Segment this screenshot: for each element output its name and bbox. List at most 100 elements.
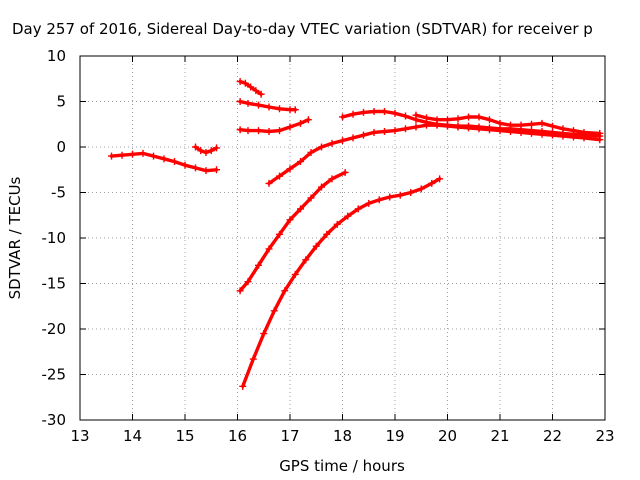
chart-title: Day 257 of 2016, Sidereal Day-to-day VTE… xyxy=(12,20,593,38)
data-point xyxy=(318,143,325,151)
x-tick-label: 18 xyxy=(333,427,352,445)
data-point xyxy=(297,119,304,127)
data-point xyxy=(236,77,244,85)
y-tick-label: 0 xyxy=(56,138,66,156)
data-point xyxy=(475,123,483,131)
data-point xyxy=(307,148,315,156)
data-point xyxy=(328,139,336,147)
data-point xyxy=(276,105,283,113)
data-point xyxy=(370,108,378,116)
data-point xyxy=(286,123,294,131)
data-point xyxy=(171,158,178,166)
series-line xyxy=(267,123,602,186)
y-tick-label: -25 xyxy=(42,366,67,384)
series-arc-2 xyxy=(192,143,220,156)
data-point xyxy=(304,116,312,124)
data-point xyxy=(339,137,346,145)
data-point xyxy=(252,87,260,95)
data-point xyxy=(257,90,265,98)
x-tick-label: 23 xyxy=(595,427,614,445)
data-point xyxy=(255,261,262,269)
data-point xyxy=(580,128,588,136)
data-point xyxy=(265,128,273,136)
data-point xyxy=(486,124,493,132)
data-point xyxy=(381,128,388,136)
data-point xyxy=(244,99,252,107)
data-point xyxy=(312,242,320,250)
data-point xyxy=(291,270,299,278)
data-point xyxy=(528,120,535,128)
data-point xyxy=(265,179,273,187)
x-tick-label: 20 xyxy=(438,427,457,445)
series-arc-4 xyxy=(236,98,299,114)
data-point xyxy=(444,116,451,124)
data-point xyxy=(596,129,604,137)
data-point xyxy=(375,196,383,204)
data-point xyxy=(108,152,115,160)
x-axis-label: GPS time / hours xyxy=(279,457,405,475)
data-point xyxy=(192,143,199,151)
x-tick-label: 21 xyxy=(490,427,509,445)
data-point xyxy=(286,216,294,224)
data-point xyxy=(538,128,546,136)
data-point xyxy=(318,183,325,191)
series-arc-1 xyxy=(108,149,220,175)
data-point xyxy=(360,108,367,116)
data-point xyxy=(260,330,268,338)
data-point xyxy=(213,144,220,152)
data-point xyxy=(255,101,262,109)
series-line xyxy=(238,118,311,134)
data-point xyxy=(297,205,304,213)
y-tick-label: -5 xyxy=(51,184,66,202)
data-point xyxy=(402,112,409,120)
data-point xyxy=(192,164,199,172)
data-point xyxy=(118,151,126,159)
data-point xyxy=(412,123,420,131)
series-arc-10 xyxy=(239,175,444,390)
data-point xyxy=(386,193,394,201)
data-point xyxy=(354,205,362,213)
data-point xyxy=(428,179,436,187)
data-point xyxy=(391,109,399,117)
data-point xyxy=(302,256,310,264)
data-point xyxy=(559,125,567,133)
series-arc-7 xyxy=(339,108,604,140)
data-point xyxy=(465,113,472,121)
data-point xyxy=(528,127,535,135)
data-point xyxy=(239,382,247,390)
data-point xyxy=(323,230,331,238)
data-point xyxy=(276,172,283,180)
tick-labels: 13 14 15 16 17 18 19 20 21 22 23 10 5 0 -5 -10 -15 -20 -25… xyxy=(42,47,615,445)
x-tick-label: 13 xyxy=(70,427,89,445)
x-tick-label: 22 xyxy=(543,427,562,445)
data-point xyxy=(402,125,409,133)
x-tick-label: 15 xyxy=(175,427,194,445)
data-point xyxy=(365,199,373,207)
data-point xyxy=(241,79,249,87)
data-point xyxy=(197,147,205,155)
data-point xyxy=(341,168,349,176)
grid xyxy=(80,56,605,420)
y-tick-label: -30 xyxy=(42,411,67,429)
data-point xyxy=(276,230,283,238)
data-point xyxy=(150,152,157,160)
data-point xyxy=(412,111,420,119)
data-point xyxy=(454,115,462,123)
x-tick-label: 16 xyxy=(228,427,247,445)
series-arc-9 xyxy=(236,168,349,295)
data-series-layer xyxy=(108,77,604,390)
x-tick-label: 14 xyxy=(123,427,142,445)
data-point xyxy=(465,122,472,130)
data-point xyxy=(307,194,315,202)
x-tick-label: 19 xyxy=(385,427,404,445)
axis-ticks xyxy=(79,55,606,421)
data-point xyxy=(391,127,399,135)
data-point xyxy=(339,113,346,121)
data-point xyxy=(344,212,352,220)
data-point xyxy=(160,155,168,163)
data-point xyxy=(349,110,357,118)
data-point xyxy=(202,167,210,175)
data-point xyxy=(270,307,278,315)
data-point xyxy=(407,189,415,196)
